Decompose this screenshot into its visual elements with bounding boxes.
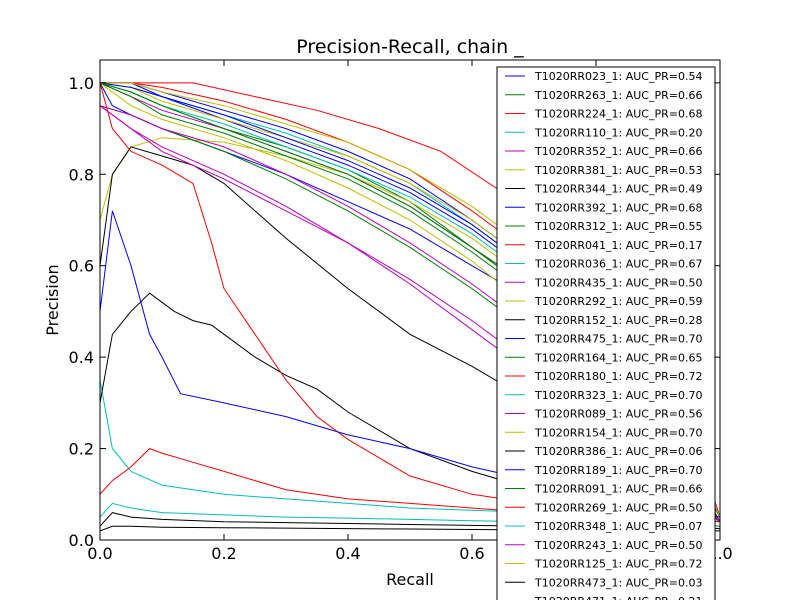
legend-entry: T1020RR435_1: AUC_PR=0.50: [534, 276, 702, 289]
legend-entry: T1020RR224_1: AUC_PR=0.68: [534, 108, 702, 121]
legend: T1020RR023_1: AUC_PR=0.54 T1020RR263_1: A…: [496, 66, 716, 600]
y-tick-label: 1.0: [69, 74, 94, 93]
legend-entry: T1020RR041_1: AUC_PR=0.17: [534, 239, 702, 252]
x-tick-label: 0.2: [211, 544, 236, 563]
y-tick-label: 0.2: [69, 440, 94, 459]
legend-entry: T1020RR392_1: AUC_PR=0.68: [534, 201, 702, 214]
chart-title: Precision-Recall, chain _: [296, 36, 524, 58]
legend-entry: T1020RR023_1: AUC_PR=0.54: [534, 70, 702, 83]
legend-entry: T1020RR471_1: AUC_PR=0.21: [534, 595, 702, 600]
legend-entry: T1020RR036_1: AUC_PR=0.67: [534, 258, 702, 271]
legend-entry: T1020RR189_1: AUC_PR=0.70: [534, 464, 702, 477]
legend-entry: T1020RR352_1: AUC_PR=0.66: [534, 145, 702, 158]
legend-entry: T1020RR312_1: AUC_PR=0.55: [534, 220, 702, 233]
y-tick-label: 0.8: [69, 165, 94, 184]
legend-box: [496, 66, 716, 600]
legend-entry: T1020RR473_1: AUC_PR=0.03: [534, 576, 702, 589]
legend-entry: T1020RR152_1: AUC_PR=0.28: [534, 314, 702, 327]
legend-entry: T1020RR323_1: AUC_PR=0.70: [534, 389, 702, 402]
legend-entry: T1020RR180_1: AUC_PR=0.72: [534, 370, 702, 383]
legend-entry: T1020RR089_1: AUC_PR=0.56: [534, 408, 702, 421]
plot-frame: [99, 59, 721, 541]
legend-entry: T1020RR154_1: AUC_PR=0.70: [534, 426, 702, 439]
y-tick-label: 0.0: [69, 531, 94, 550]
legend-entry: T1020RR292_1: AUC_PR=0.59: [534, 295, 702, 308]
x-tick-label: 0.4: [335, 544, 360, 563]
y-axis-label: Precision: [43, 264, 62, 335]
legend-entry: T1020RR381_1: AUC_PR=0.53: [534, 164, 702, 177]
legend-entry: T1020RR110_1: AUC_PR=0.20: [534, 126, 702, 139]
y-tick-label: 0.4: [69, 348, 94, 367]
legend-entry: T1020RR243_1: AUC_PR=0.50: [534, 539, 702, 552]
y-tick-label: 0.6: [69, 257, 94, 276]
x-tick-label: 0.0: [87, 544, 112, 563]
legend-entry: T1020RR348_1: AUC_PR=0.07: [534, 520, 702, 533]
legend-entry: T1020RR091_1: AUC_PR=0.66: [534, 483, 702, 496]
legend-entry: T1020RR269_1: AUC_PR=0.50: [534, 501, 702, 514]
x-tick-label: 0.6: [459, 544, 484, 563]
legend-entry: T1020RR125_1: AUC_PR=0.72: [534, 558, 702, 571]
legend-entry: T1020RR344_1: AUC_PR=0.49: [534, 183, 702, 196]
legend-entry: T1020RR164_1: AUC_PR=0.65: [534, 351, 702, 364]
legend-entry: T1020RR386_1: AUC_PR=0.06: [534, 445, 702, 458]
legend-entry: T1020RR263_1: AUC_PR=0.66: [534, 89, 702, 102]
x-axis-label: Recall: [386, 570, 434, 589]
legend-entry: T1020RR475_1: AUC_PR=0.70: [534, 333, 702, 346]
